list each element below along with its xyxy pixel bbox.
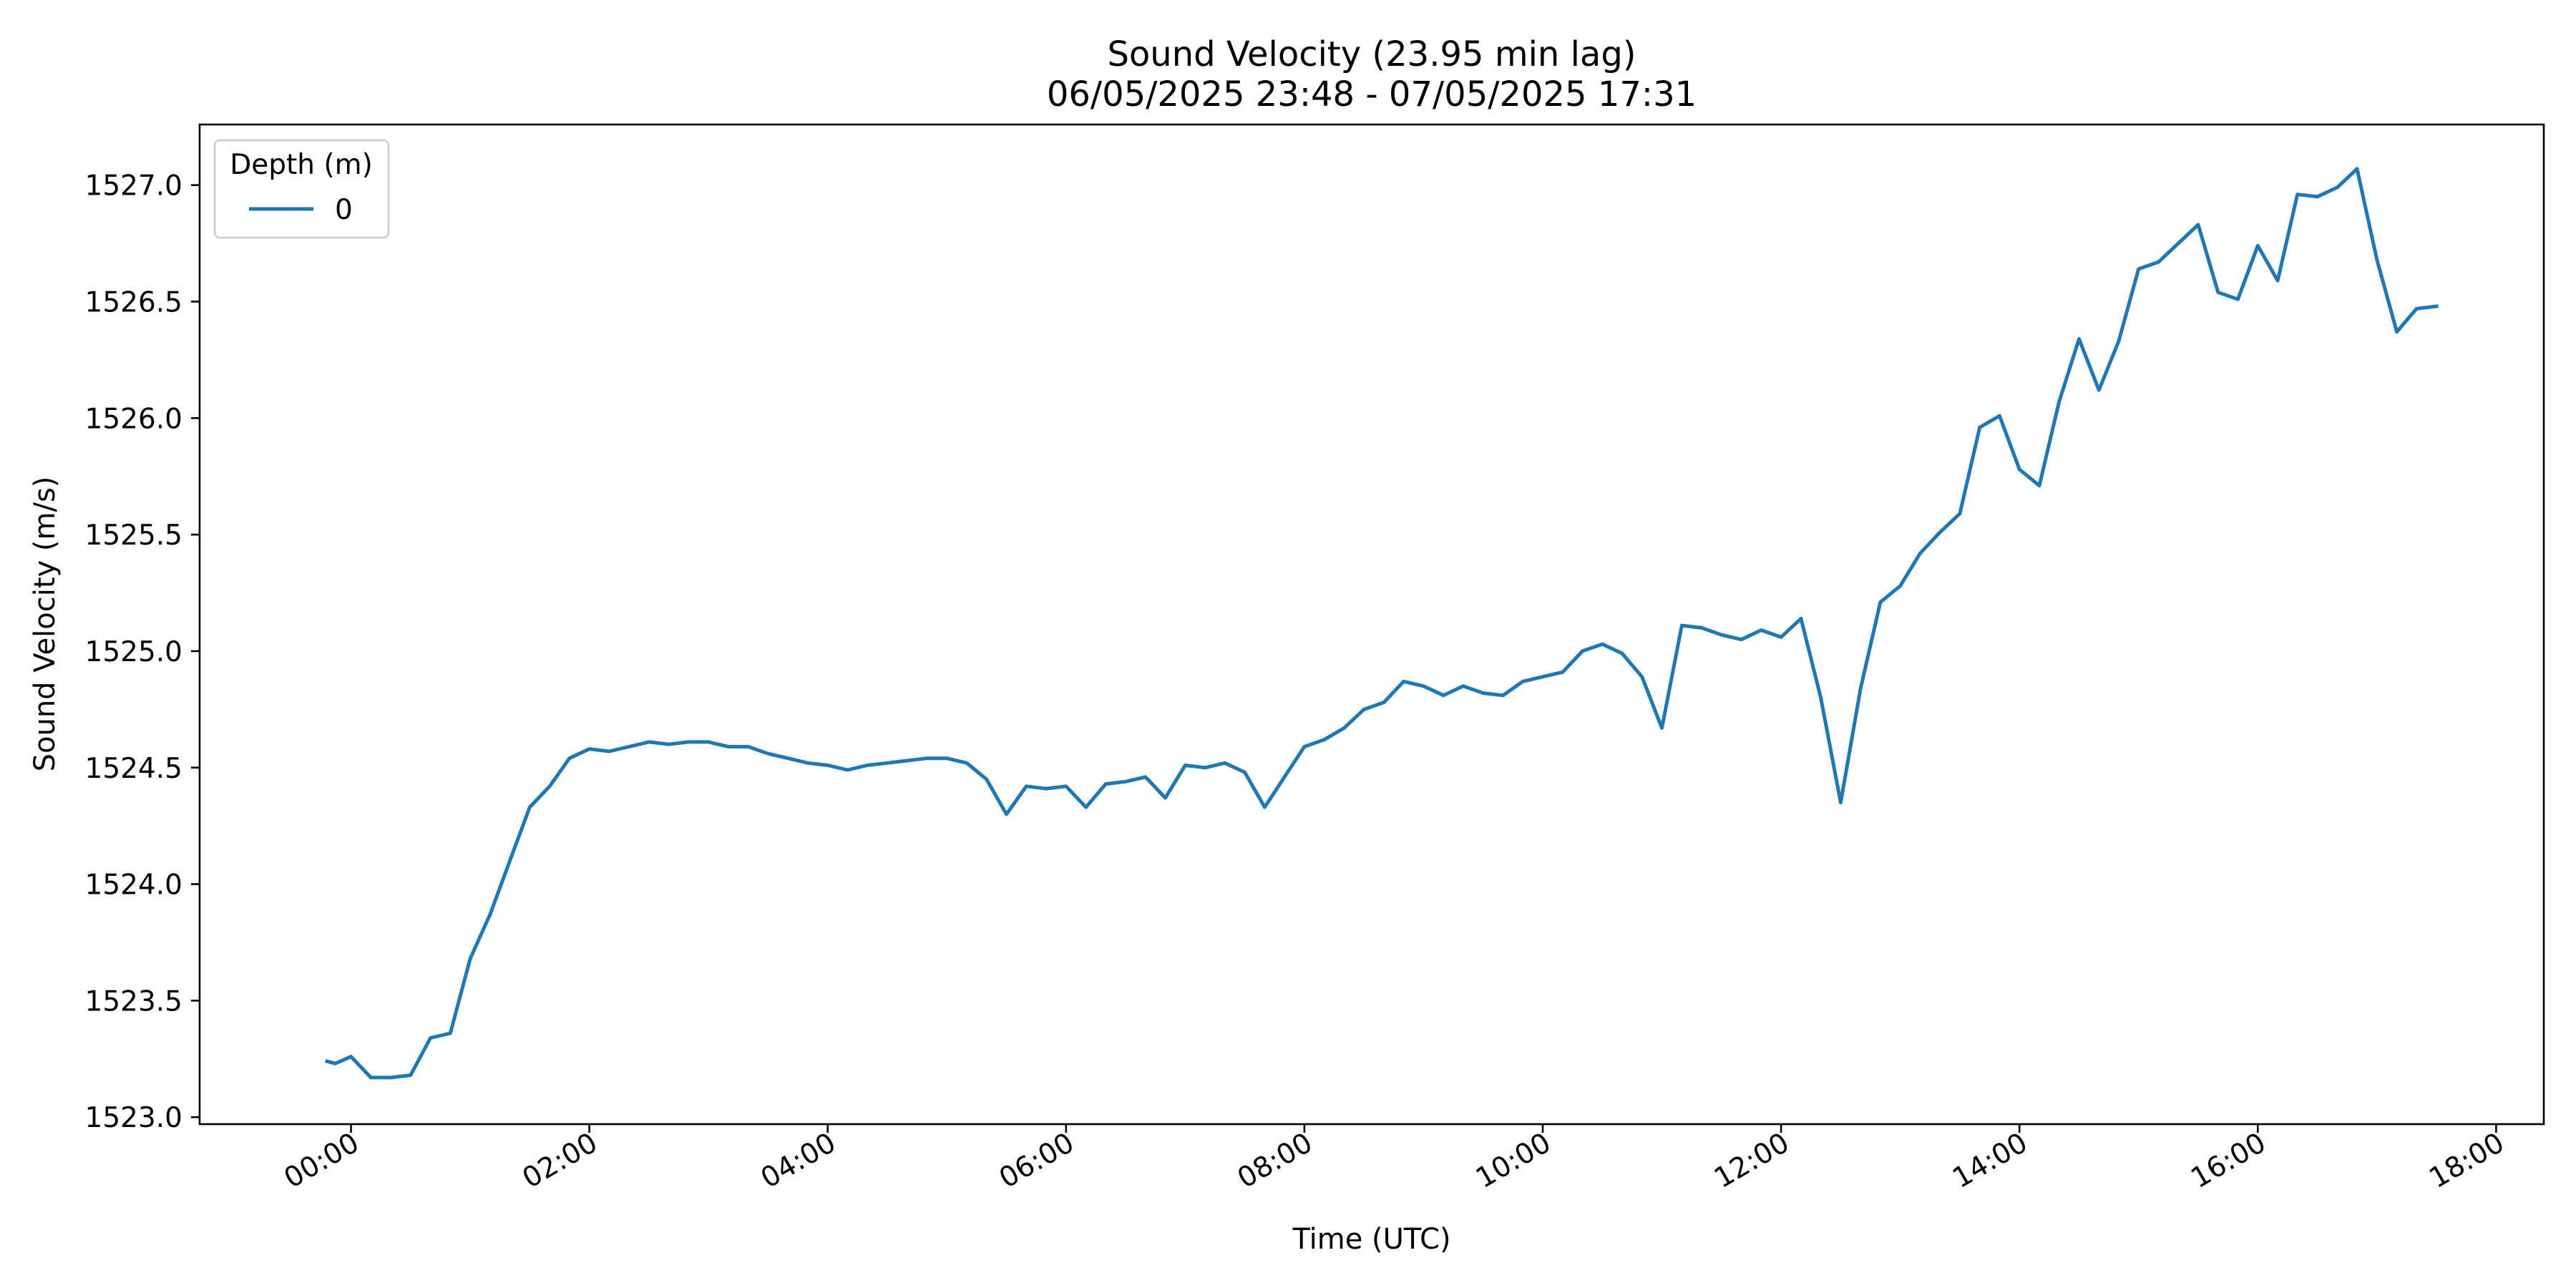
- y-axis-label: Sound Velocity (m/s): [29, 477, 62, 772]
- y-tick-label: 1525.5: [85, 519, 182, 552]
- y-tick-label: 1525.0: [85, 636, 182, 668]
- plot-frame: [198, 123, 2545, 1126]
- legend-box: [213, 139, 390, 239]
- chart-title: Sound Velocity (23.95 min lag): [1107, 34, 1636, 74]
- series-line-depth-0: [325, 167, 2439, 1080]
- legend: Depth (m) 0: [213, 139, 390, 239]
- y-tick-label: 1523.5: [85, 985, 182, 1018]
- y-axis-ticks: 1523.0 1523.5 1524.0 1524.5 1525.0 1525.5 1526…: [85, 170, 200, 1134]
- y-tick-label: 1526.0: [85, 403, 182, 435]
- legend-entry-label: 0: [335, 194, 353, 226]
- x-axis-label: Time (UTC): [1292, 1223, 1450, 1256]
- y-tick-label: 1526.5: [85, 286, 182, 318]
- legend-title: Depth (m): [230, 149, 373, 181]
- y-tick-label: 1524.5: [85, 753, 182, 785]
- series-layer: [325, 167, 2439, 1080]
- y-tick-label: 1524.0: [85, 869, 182, 902]
- y-tick-label: 1523.0: [85, 1102, 182, 1134]
- chart-subtitle: 06/05/2025 23:48 - 07/05/2025 17:31: [1047, 74, 1697, 114]
- y-tick-label: 1527.0: [85, 170, 182, 203]
